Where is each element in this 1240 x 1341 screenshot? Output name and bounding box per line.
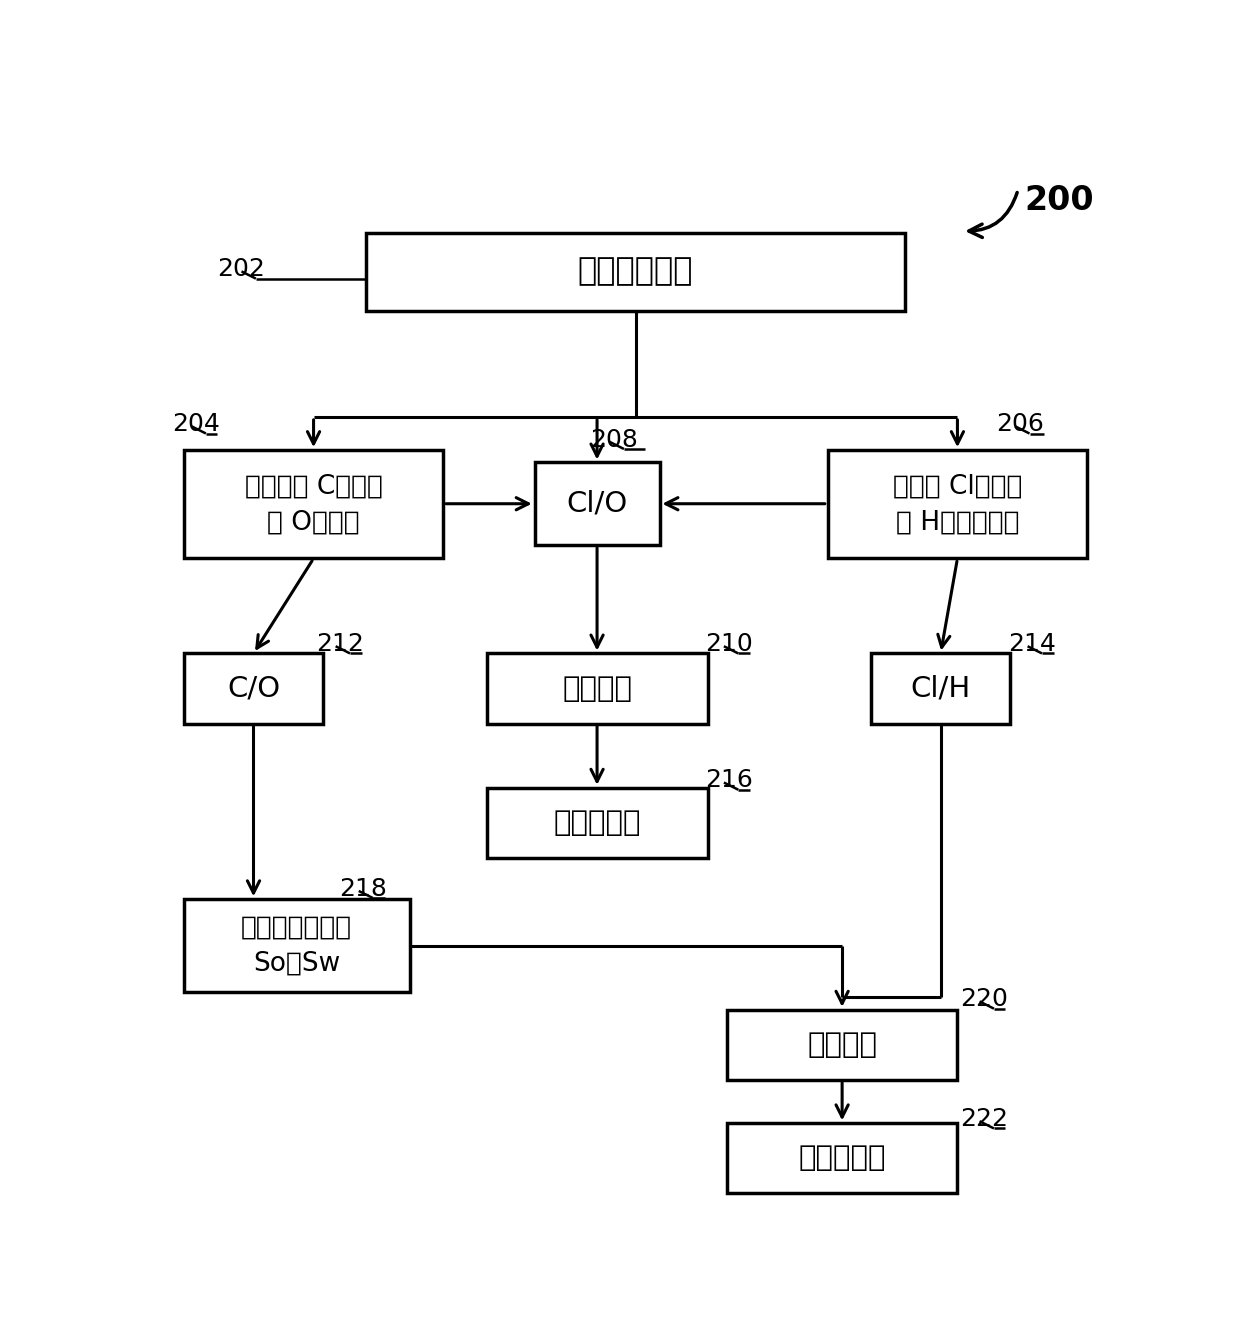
Text: 212: 212 xyxy=(316,632,365,656)
FancyBboxPatch shape xyxy=(184,653,324,724)
Text: 204: 204 xyxy=(172,412,221,436)
Text: 油和水饱和度，
So、Sw: 油和水饱和度， So、Sw xyxy=(242,915,352,976)
FancyBboxPatch shape xyxy=(486,653,708,724)
Text: 200: 200 xyxy=(1024,184,1095,217)
Text: 220: 220 xyxy=(960,987,1008,1011)
Text: 208: 208 xyxy=(590,428,639,452)
FancyBboxPatch shape xyxy=(184,900,409,992)
FancyBboxPatch shape xyxy=(870,653,1011,724)
Text: 地层水盐度: 地层水盐度 xyxy=(553,809,641,837)
Text: 216: 216 xyxy=(704,768,753,793)
Text: C/O: C/O xyxy=(227,675,280,703)
Text: 数据处理: 数据处理 xyxy=(562,675,632,703)
FancyBboxPatch shape xyxy=(828,451,1087,558)
Text: 218: 218 xyxy=(340,877,387,901)
Text: 214: 214 xyxy=(1008,632,1056,656)
Text: 206: 206 xyxy=(996,412,1044,436)
FancyBboxPatch shape xyxy=(534,463,660,544)
Text: 数据处理: 数据处理 xyxy=(807,1031,877,1059)
FancyBboxPatch shape xyxy=(486,787,708,858)
FancyBboxPatch shape xyxy=(367,233,905,311)
Text: 促获谱 Cl（盐）
和 H（油和水）: 促获谱 Cl（盐） 和 H（油和水） xyxy=(893,473,1022,535)
FancyBboxPatch shape xyxy=(184,451,444,558)
Text: 202: 202 xyxy=(217,257,265,282)
Text: 非弹性谱 C（油）
和 O（水）: 非弹性谱 C（油） 和 O（水） xyxy=(244,473,382,535)
Text: 地层水盐度: 地层水盐度 xyxy=(799,1144,885,1172)
FancyBboxPatch shape xyxy=(727,1124,957,1193)
Text: Cl/O: Cl/O xyxy=(567,489,627,518)
Text: Cl/H: Cl/H xyxy=(910,675,971,703)
Text: 210: 210 xyxy=(704,632,753,656)
Text: 脉冲中子测井: 脉冲中子测井 xyxy=(578,256,693,287)
FancyBboxPatch shape xyxy=(727,1010,957,1080)
Text: 222: 222 xyxy=(960,1108,1008,1132)
